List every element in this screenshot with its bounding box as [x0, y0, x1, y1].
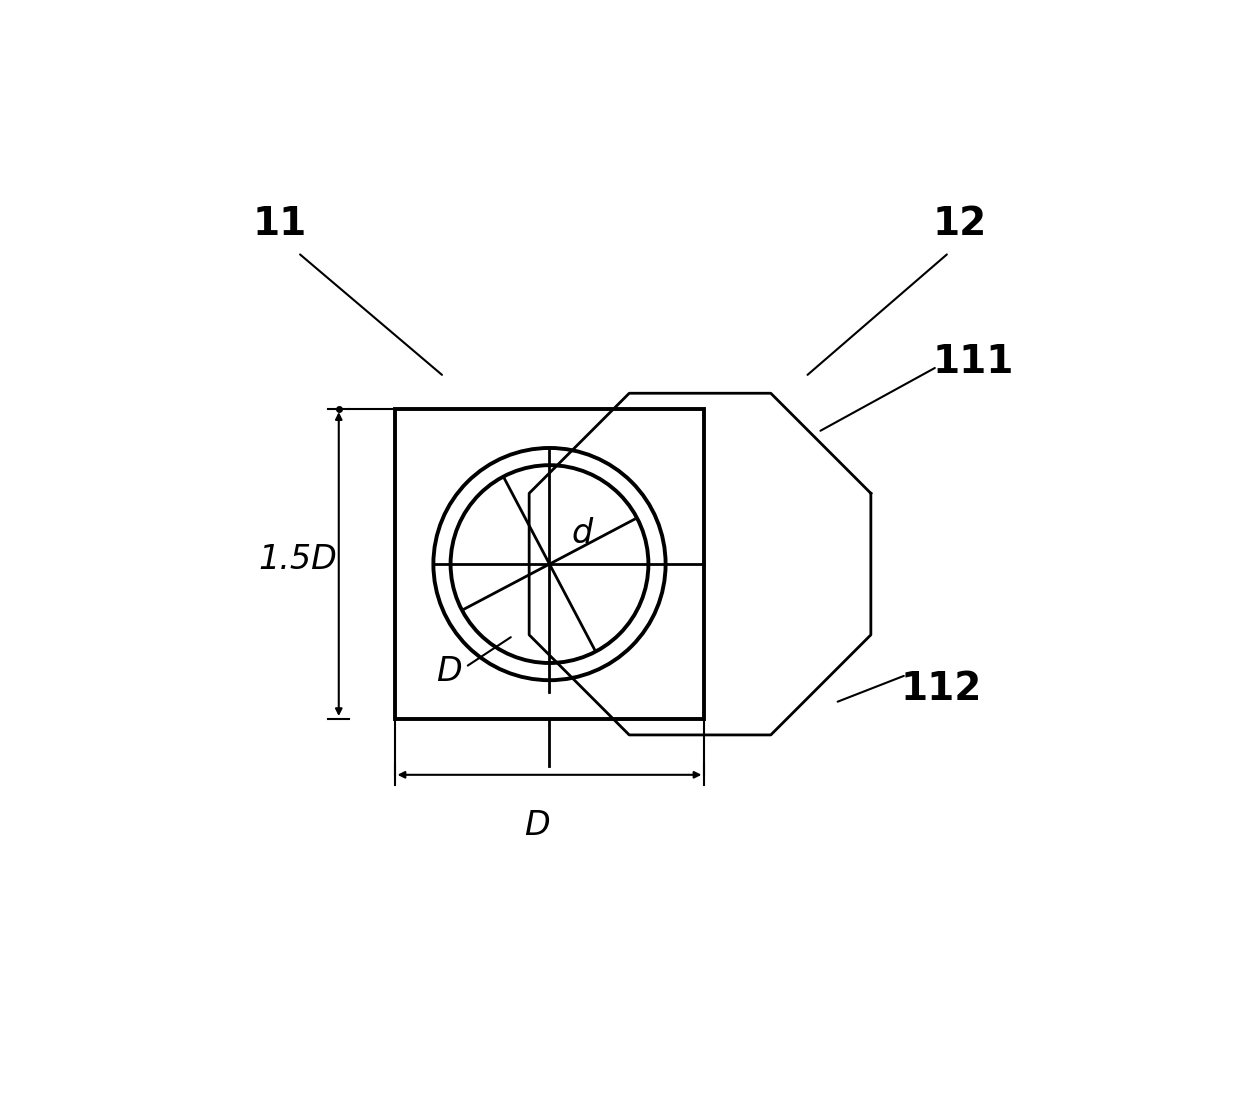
- Bar: [394, 409, 704, 719]
- Text: 1.5D: 1.5D: [259, 543, 337, 576]
- Text: D: D: [523, 809, 549, 842]
- Text: D: D: [436, 655, 461, 688]
- Text: 112: 112: [900, 670, 982, 708]
- Text: 12: 12: [932, 206, 987, 244]
- Text: 111: 111: [932, 343, 1013, 381]
- Text: 11: 11: [253, 206, 308, 244]
- Text: d: d: [570, 517, 593, 551]
